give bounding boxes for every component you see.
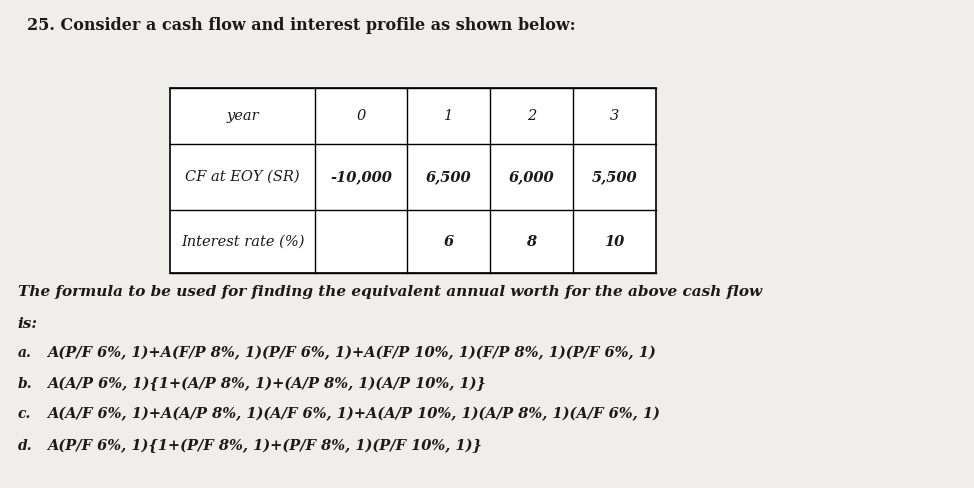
Bar (170, 88, 656, 273)
Text: 8: 8 (526, 235, 537, 248)
Text: 2: 2 (527, 109, 536, 123)
Text: c.: c. (18, 407, 31, 422)
Text: b.: b. (18, 377, 32, 391)
Text: A(A/F 6%, 1)+A(A/P 8%, 1)(A/F 6%, 1)+A(A/P 10%, 1)(A/P 8%, 1)(A/F 6%, 1): A(A/F 6%, 1)+A(A/P 8%, 1)(A/F 6%, 1)+A(A… (47, 407, 659, 422)
Text: a.: a. (18, 346, 31, 361)
Text: 3: 3 (610, 109, 618, 123)
Text: 10: 10 (604, 235, 624, 248)
Text: -10,000: -10,000 (330, 170, 392, 184)
Text: 1: 1 (444, 109, 453, 123)
Text: Interest rate (%): Interest rate (%) (181, 235, 304, 248)
Text: A(P/F 6%, 1)+A(F/P 8%, 1)(P/F 6%, 1)+A(F/P 10%, 1)(F/P 8%, 1)(P/F 6%, 1): A(P/F 6%, 1)+A(F/P 8%, 1)(P/F 6%, 1)+A(F… (47, 346, 656, 361)
Text: 6,500: 6,500 (426, 170, 471, 184)
Text: year: year (226, 109, 259, 123)
Text: 6: 6 (443, 235, 454, 248)
Text: The formula to be used for finding the equivalent annual worth for the above cas: The formula to be used for finding the e… (18, 285, 762, 300)
Text: 6,000: 6,000 (508, 170, 554, 184)
Text: 25. Consider a cash flow and interest profile as shown below:: 25. Consider a cash flow and interest pr… (27, 17, 576, 34)
Text: is:: is: (18, 317, 38, 331)
Text: 0: 0 (356, 109, 365, 123)
Text: 5,500: 5,500 (591, 170, 637, 184)
Text: A(A/P 6%, 1){1+(A/P 8%, 1)+(A/P 8%, 1)(A/P 10%, 1)}: A(A/P 6%, 1){1+(A/P 8%, 1)+(A/P 8%, 1)(A… (47, 377, 486, 391)
Text: A(P/F 6%, 1){1+(P/F 8%, 1)+(P/F 8%, 1)(P/F 10%, 1)}: A(P/F 6%, 1){1+(P/F 8%, 1)+(P/F 8%, 1)(P… (47, 439, 481, 453)
Text: d.: d. (18, 439, 32, 453)
Text: CF at EOY (SR): CF at EOY (SR) (185, 170, 300, 184)
